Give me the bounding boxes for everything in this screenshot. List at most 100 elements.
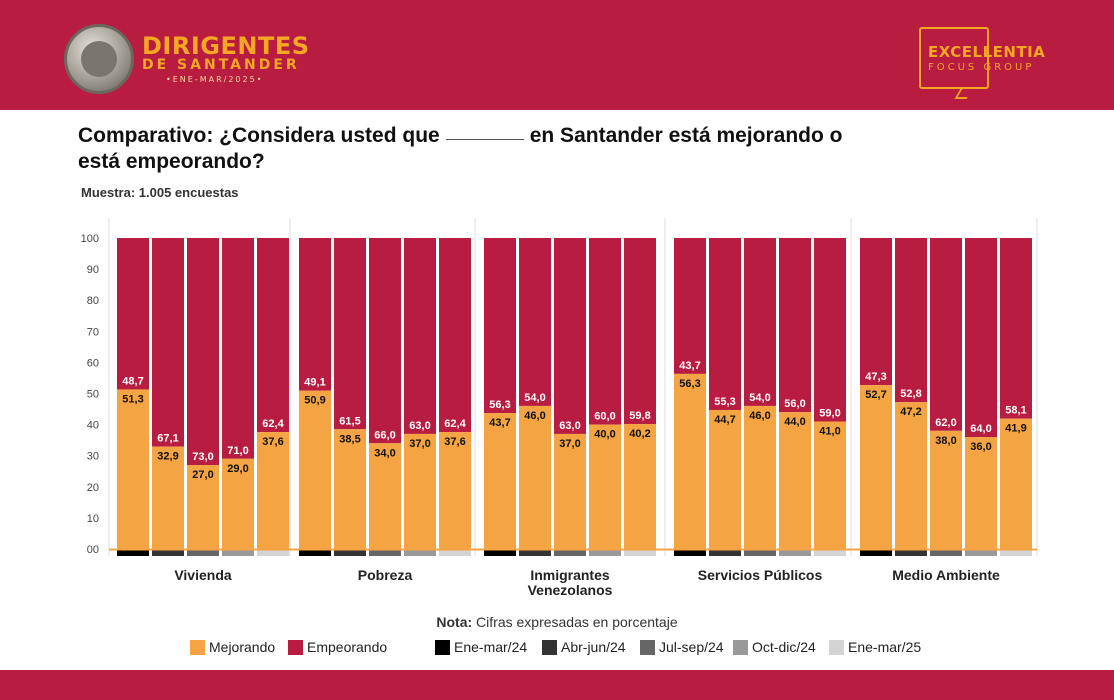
data-label-empeorando: 48,7	[122, 375, 143, 387]
y-tick-label: 40	[87, 420, 99, 432]
period-marker	[152, 550, 184, 556]
period-marker	[779, 550, 811, 556]
question-line-1: Comparativo: ¿Considera usted que en Sant…	[78, 124, 842, 148]
bar-mejorando	[117, 389, 149, 549]
data-label-mejorando: 52,7	[865, 389, 886, 401]
data-label-mejorando: 29,0	[227, 463, 248, 475]
data-label-mejorando: 46,0	[749, 410, 770, 422]
legend-period-4: Oct-dic/24	[733, 639, 816, 655]
note-text: Cifras expresadas en porcentaje	[476, 614, 678, 630]
data-label-empeorando: 54,0	[749, 392, 770, 404]
y-tick-label: 80	[87, 295, 99, 307]
legend-label-period-5: Ene-mar/25	[848, 639, 922, 655]
period-marker	[404, 550, 436, 556]
question-blank	[445, 139, 524, 140]
bar-empeorando	[709, 238, 741, 410]
data-label-mejorando: 56,3	[679, 378, 700, 390]
data-label-empeorando: 73,0	[192, 451, 213, 463]
legend-swatch-period-1	[435, 640, 450, 655]
data-label-empeorando: 49,1	[304, 377, 325, 389]
data-label-empeorando: 62,0	[935, 417, 956, 429]
brand-subtitle: DE SANTANDER	[142, 57, 300, 73]
bar-mejorando	[439, 432, 471, 549]
bar-empeorando	[404, 238, 436, 434]
data-label-empeorando: 55,3	[714, 396, 735, 408]
data-label-empeorando: 56,0	[784, 398, 805, 410]
data-label-empeorando: 60,0	[594, 411, 615, 423]
bar-empeorando	[744, 238, 776, 406]
data-label-mejorando: 37,6	[444, 436, 465, 448]
legend-label-empeorando: Empeorando	[307, 639, 388, 655]
period-marker	[589, 550, 621, 556]
y-tick-label: 100	[81, 233, 99, 245]
bar-mejorando	[554, 433, 586, 549]
bar-empeorando	[589, 238, 621, 425]
excellentia-logo-box	[919, 27, 989, 89]
data-label-empeorando: 61,5	[339, 415, 360, 427]
bar-empeorando	[334, 238, 366, 430]
data-label-mejorando: 37,0	[409, 438, 430, 450]
legend-period-1: Ene-mar/24	[435, 639, 527, 655]
bar-empeorando	[895, 238, 927, 403]
bar-empeorando	[930, 238, 962, 431]
legend-period-3: Jul-sep/24	[640, 639, 724, 655]
sample-size: Muestra: 1.005 encuestas	[81, 185, 239, 200]
category-label: Venezolanos	[528, 582, 613, 598]
question-part-1: Comparativo: ¿Considera usted que	[78, 124, 440, 147]
data-label-mejorando: 37,0	[559, 438, 580, 450]
period-marker	[744, 550, 776, 556]
note: Nota: Cifras expresadas en porcentaje	[0, 614, 1114, 630]
bar-mejorando	[334, 429, 366, 549]
data-label-empeorando: 62,4	[262, 418, 284, 430]
legend-label-period-1: Ene-mar/24	[454, 639, 528, 655]
data-label-mejorando: 38,0	[935, 435, 956, 447]
bar-empeorando	[187, 238, 219, 466]
legend-swatch-period-2	[542, 640, 557, 655]
category-label: Pobreza	[358, 567, 413, 583]
brand-period: •ENE-MAR/2025•	[166, 75, 264, 84]
period-marker	[222, 550, 254, 556]
partner-subtitle: FOCUS GROUP	[928, 62, 1035, 73]
header-banner: DIRIGENTES DE SANTANDER •ENE-MAR/2025• E…	[0, 0, 1114, 110]
bar-mejorando	[930, 430, 962, 549]
data-label-empeorando: 64,0	[970, 423, 991, 435]
period-marker	[439, 550, 471, 556]
legend-swatch-period-4	[733, 640, 748, 655]
period-marker	[930, 550, 962, 556]
data-label-empeorando: 54,0	[524, 392, 545, 404]
y-tick-label: 90	[87, 264, 99, 276]
data-label-mejorando: 47,2	[900, 406, 921, 418]
period-marker	[709, 550, 741, 556]
bar-mejorando	[484, 413, 516, 549]
bar-mejorando	[709, 409, 741, 549]
note-label: Nota:	[436, 614, 473, 630]
data-label-empeorando: 58,1	[1005, 405, 1026, 417]
data-label-mejorando: 50,9	[304, 395, 325, 407]
data-label-empeorando: 59,8	[629, 410, 650, 422]
legend-label-mejorando: Mejorando	[209, 639, 276, 655]
category-label: Medio Ambiente	[892, 567, 1000, 583]
data-label-mejorando: 41,0	[819, 425, 840, 437]
period-marker	[860, 550, 892, 556]
period-marker	[674, 550, 706, 556]
bar-mejorando	[369, 443, 401, 549]
bar-empeorando	[369, 238, 401, 444]
period-marker	[484, 550, 516, 556]
y-tick-label: 30	[87, 451, 99, 463]
bar-empeorando	[965, 238, 997, 438]
data-label-empeorando: 63,0	[559, 420, 580, 432]
data-label-mejorando: 43,7	[489, 417, 510, 429]
bar-mejorando	[1000, 418, 1032, 549]
legend-swatch-period-3	[640, 640, 655, 655]
data-label-empeorando: 56,3	[489, 399, 510, 411]
question-line-2: está empeorando?	[78, 150, 265, 173]
data-label-empeorando: 47,3	[865, 371, 886, 383]
data-label-mejorando: 32,9	[157, 451, 178, 463]
data-label-mejorando: 27,0	[192, 469, 213, 481]
bar-empeorando	[814, 238, 846, 422]
bar-mejorando	[589, 424, 621, 549]
bar-empeorando	[519, 238, 551, 406]
brand-title: DIRIGENTES	[142, 32, 310, 60]
data-label-mejorando: 40,2	[629, 428, 650, 440]
legend-label-period-4: Oct-dic/24	[752, 639, 816, 655]
